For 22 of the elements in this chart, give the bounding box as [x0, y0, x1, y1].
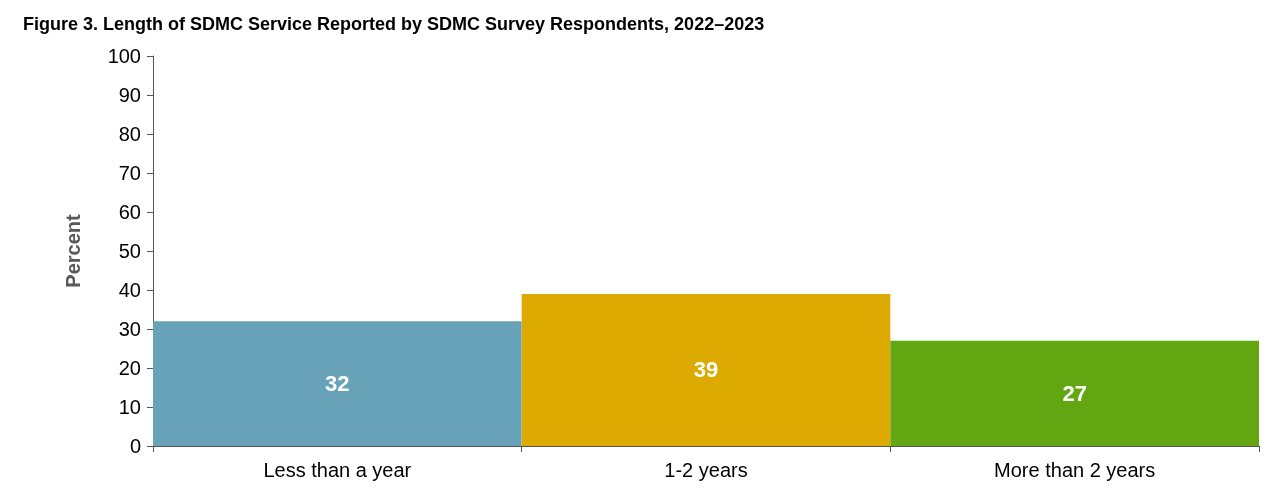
y-tick-label: 80	[118, 123, 141, 145]
data-label: 39	[693, 357, 719, 383]
bar	[521, 293, 891, 446]
y-tick-label: 30	[118, 318, 141, 340]
y-tick-label: 40	[118, 279, 141, 301]
y-tick-label: 50	[118, 240, 141, 262]
x-tick-label: More than 2 years	[994, 459, 1156, 481]
y-tick-label: 90	[118, 84, 141, 106]
y-tick-label: 100	[107, 45, 141, 67]
x-tick-label: 1-2 years	[664, 459, 748, 481]
x-tick-label: Less than a year	[263, 459, 412, 481]
y-tick-label: 0	[129, 435, 141, 457]
y-axis-title: Percent	[62, 213, 84, 288]
y-tick-label: 70	[118, 162, 141, 184]
data-label: 27	[1062, 380, 1087, 406]
bar	[153, 321, 522, 446]
bar	[890, 340, 1259, 446]
y-tick-label: 20	[118, 357, 141, 379]
data-label: 32	[325, 371, 350, 397]
y-tick-label: 10	[118, 396, 141, 418]
y-tick-label: 60	[118, 201, 141, 223]
chart-title: Figure 3. Length of SDMC Service Reported by SDMC Survey Respondents, 2022–2023	[23, 14, 765, 34]
